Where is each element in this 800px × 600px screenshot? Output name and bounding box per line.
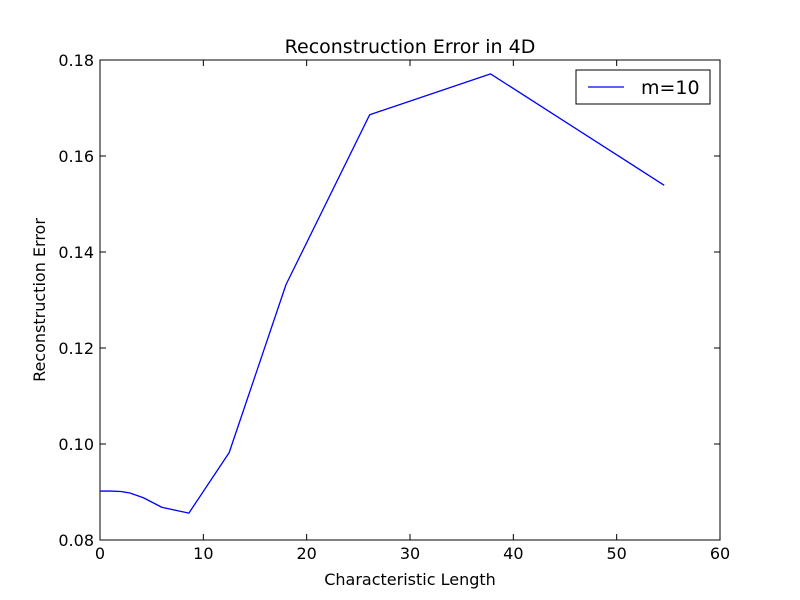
y-tick-label: 0.12 <box>58 339 94 358</box>
x-tick-label: 60 <box>710 544 730 563</box>
series-layer <box>100 73 665 514</box>
legend: m=10 <box>575 69 711 105</box>
x-axis-label: Characteristic Length <box>324 570 496 589</box>
axis-ticks <box>99 59 721 541</box>
y-tick-label: 0.08 <box>58 531 94 550</box>
plot-area <box>99 59 721 541</box>
y-tick-label: 0.14 <box>58 243 94 262</box>
y-tick-label: 0.18 <box>58 51 94 70</box>
y-axis-label: Reconstruction Error <box>30 218 49 382</box>
x-tick-label: 40 <box>503 544 523 563</box>
x-tick-label: 50 <box>606 544 626 563</box>
y-tick-label: 0.10 <box>58 435 94 454</box>
x-tick-label: 20 <box>296 544 316 563</box>
series-line-0 <box>100 73 665 514</box>
tick-labels: 0 10 20 30 40 50 60 0.08 0.10 0.12 0.14 0.16 0.18 <box>58 51 730 563</box>
x-tick-label: 10 <box>193 544 213 563</box>
legend-label-m10: m=10 <box>641 77 700 99</box>
y-tick-label: 0.16 <box>58 147 94 166</box>
chart-title: Reconstruction Error in 4D <box>285 36 536 58</box>
x-tick-label: 30 <box>400 544 420 563</box>
x-tick-label: 0 <box>95 544 105 563</box>
